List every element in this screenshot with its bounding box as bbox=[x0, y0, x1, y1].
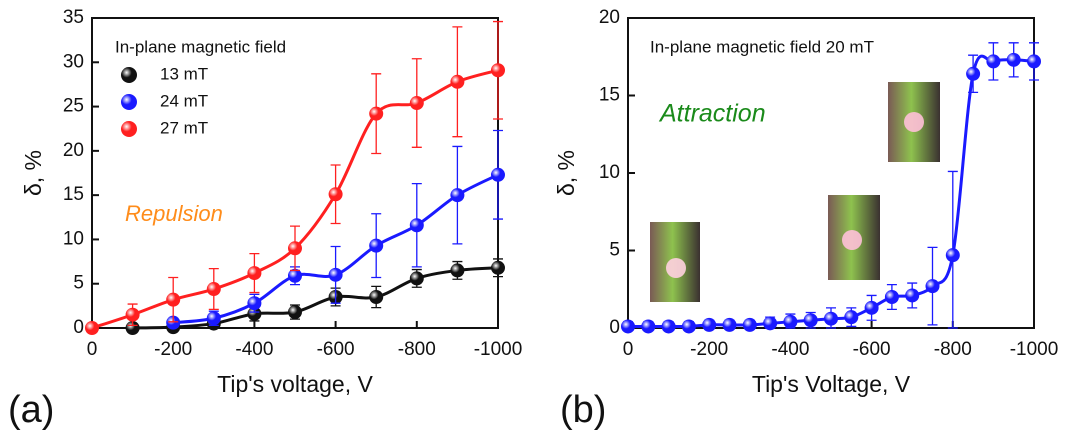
data-point bbox=[702, 317, 717, 332]
y-tick-label: 5 bbox=[73, 273, 84, 294]
data-point bbox=[247, 306, 262, 321]
data-point bbox=[945, 248, 960, 263]
data-point bbox=[641, 319, 656, 334]
series-line bbox=[132, 266, 499, 330]
data-point bbox=[491, 260, 505, 275]
data-point bbox=[742, 317, 757, 332]
data-point bbox=[450, 74, 465, 89]
y-tick-label: 30 bbox=[63, 51, 84, 72]
data-point bbox=[491, 167, 505, 182]
y-tick-label: 0 bbox=[609, 317, 620, 338]
y-tick-label: 15 bbox=[63, 184, 84, 205]
x-tick-label: -400 bbox=[235, 339, 273, 360]
data-point bbox=[681, 319, 696, 334]
data-point bbox=[409, 96, 424, 111]
data-point bbox=[621, 319, 635, 334]
annotation: Attraction bbox=[658, 100, 766, 128]
data-point bbox=[166, 292, 181, 307]
x-tick-label: -200 bbox=[690, 339, 728, 360]
data-point bbox=[125, 307, 140, 322]
y-tick-label: 25 bbox=[63, 96, 84, 117]
panel: 0 5 10 15 20 25 30 35 0 -200 -400 -600 -800 -1000 Tip'… bbox=[8, 7, 522, 431]
y-tick-label: 20 bbox=[599, 7, 620, 28]
data-point bbox=[450, 263, 465, 278]
x-tick-label: -600 bbox=[317, 339, 355, 360]
y-tick-label: 10 bbox=[63, 228, 84, 249]
x-tick-label: -1000 bbox=[474, 339, 523, 360]
x-axis-label: Tip's Voltage, V bbox=[752, 371, 911, 397]
data-point bbox=[206, 282, 221, 297]
data-point bbox=[884, 290, 899, 304]
data-point bbox=[925, 279, 940, 294]
inset-photo bbox=[650, 82, 940, 302]
data-point bbox=[409, 271, 424, 286]
y-tick-label: 15 bbox=[599, 85, 620, 106]
data-point bbox=[409, 218, 424, 233]
annotation: Repulsion bbox=[125, 201, 223, 226]
x-axis-label: Tip's voltage, V bbox=[217, 371, 373, 397]
data-point bbox=[844, 310, 859, 325]
data-point bbox=[864, 300, 879, 315]
data-point bbox=[369, 106, 384, 121]
data-point bbox=[491, 63, 505, 78]
data-point bbox=[166, 315, 181, 330]
x-tick-label: -600 bbox=[853, 339, 891, 360]
y-tick-label: 0 bbox=[73, 317, 84, 338]
data-point bbox=[125, 321, 140, 335]
x-tick-label: -400 bbox=[771, 339, 809, 360]
data-point bbox=[966, 66, 981, 81]
y-axis-label: δ, % bbox=[553, 150, 579, 196]
y-tick-label: 35 bbox=[63, 7, 84, 28]
legend-marker bbox=[121, 67, 137, 83]
data-point bbox=[986, 54, 1001, 69]
x-tick-label: 0 bbox=[87, 339, 98, 360]
x-tick-label: -200 bbox=[154, 339, 192, 360]
data-point bbox=[450, 188, 465, 203]
data-point bbox=[85, 321, 99, 335]
data-point bbox=[783, 314, 798, 329]
data-point bbox=[328, 267, 343, 282]
data-point bbox=[288, 268, 302, 283]
data-point bbox=[288, 241, 302, 256]
data-point bbox=[824, 311, 838, 326]
data-point bbox=[1027, 54, 1041, 69]
x-tick-label: 0 bbox=[623, 339, 634, 360]
x-tick-label: -800 bbox=[398, 339, 436, 360]
panel: 0 5 10 15 20 0 -200 -400 -600 -800 -1000 Tip's Volt… bbox=[553, 7, 1058, 431]
x-tick-label: -800 bbox=[934, 339, 972, 360]
legend-marker bbox=[121, 121, 137, 137]
data-point bbox=[328, 187, 343, 202]
data-point bbox=[803, 313, 818, 328]
data-point bbox=[661, 319, 676, 334]
panel-label: (a) bbox=[8, 389, 54, 431]
data-point bbox=[369, 290, 384, 304]
data-point bbox=[763, 316, 778, 331]
legend-marker bbox=[121, 94, 137, 110]
data-point bbox=[206, 311, 221, 326]
data-point bbox=[247, 296, 262, 311]
panel-label: (b) bbox=[560, 389, 606, 431]
y-tick-label: 5 bbox=[609, 240, 620, 261]
x-tick-label: -1000 bbox=[1010, 339, 1059, 360]
legend-label: 24 mT bbox=[160, 91, 208, 110]
legend-title: In-plane magnetic field 20 mT bbox=[650, 37, 874, 56]
data-point bbox=[722, 317, 737, 332]
y-axis-label: δ, % bbox=[20, 150, 46, 196]
legend-label: 13 mT bbox=[160, 64, 208, 83]
y-tick-label: 20 bbox=[63, 140, 84, 161]
y-tick-label: 10 bbox=[599, 162, 620, 183]
data-point bbox=[905, 288, 920, 303]
data-point bbox=[1006, 52, 1021, 67]
data-point bbox=[247, 266, 262, 281]
legend-label: 27 mT bbox=[160, 118, 208, 137]
legend-title: In-plane magnetic field bbox=[115, 37, 286, 56]
data-point bbox=[288, 305, 302, 320]
data-point bbox=[369, 238, 384, 253]
series-line bbox=[91, 68, 499, 330]
